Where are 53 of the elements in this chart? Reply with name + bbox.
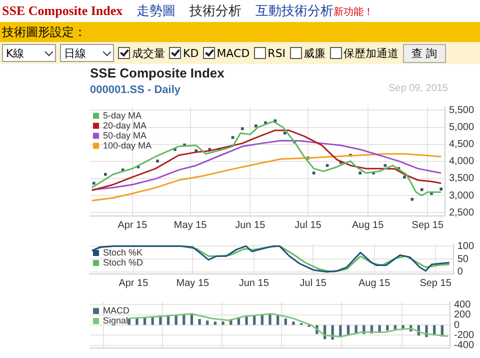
x-tick-label: Apr 15 bbox=[118, 220, 148, 231]
y-tick-label: 0 bbox=[454, 320, 460, 331]
text: KD bbox=[183, 46, 199, 60]
legend-label: Stoch %K bbox=[103, 247, 143, 258]
x-tick-label: May 15 bbox=[176, 278, 210, 289]
x-tick-label: Jul 15 bbox=[294, 220, 322, 231]
chart-title: SSE Composite Index bbox=[90, 65, 226, 80]
x-tick-label: Aug 15 bbox=[352, 220, 384, 231]
y-tick-label: -400 bbox=[454, 340, 474, 352]
text: 威廉 bbox=[304, 46, 326, 60]
text: K線 bbox=[6, 46, 24, 60]
legend-label: MACD bbox=[103, 305, 130, 316]
text: 技術圖形設定： bbox=[0, 22, 480, 42]
text: SSE Composite Index bbox=[2, 3, 123, 19]
y-tick-label: 3,500 bbox=[448, 173, 474, 184]
text: 保歷加通道 bbox=[344, 46, 399, 60]
x-tick-label: Sep 15 bbox=[420, 278, 452, 289]
text: Sep 09, 2015 bbox=[388, 82, 448, 94]
text: 成交量 bbox=[132, 46, 165, 60]
legend-label: Signal bbox=[103, 315, 128, 326]
legend-label: 5-day MA bbox=[103, 110, 142, 120]
legend-label: 50-day MA bbox=[103, 130, 147, 140]
legend-label: 100-day MA bbox=[103, 140, 152, 150]
y-tick-label: 200 bbox=[454, 310, 472, 321]
x-tick-label: Jun 15 bbox=[238, 278, 270, 289]
y-tick-label: 100 bbox=[457, 240, 474, 252]
legend-label: Stoch %D bbox=[103, 257, 144, 268]
text: 新功能！ bbox=[334, 7, 374, 18]
y-tick-label: 2,500 bbox=[448, 207, 474, 218]
x-tick-label: Jun 15 bbox=[235, 220, 266, 231]
chart-subtitle: 000001.SS - Daily bbox=[90, 84, 182, 96]
y-tick-label: 400 bbox=[454, 299, 472, 310]
text: 查 詢 bbox=[402, 44, 446, 62]
legend-label: 20-day MA bbox=[103, 120, 147, 130]
text: 技術分析 bbox=[190, 3, 242, 20]
y-tick-label: 3,000 bbox=[448, 190, 474, 202]
x-tick-label: Aug 15 bbox=[358, 278, 391, 289]
x-tick-label: Apr 15 bbox=[118, 278, 149, 289]
text: 日線 bbox=[64, 46, 86, 60]
y-tick-label: 50 bbox=[457, 254, 469, 265]
text: RSI bbox=[268, 46, 286, 60]
x-tick-label: Sep 15 bbox=[412, 220, 444, 231]
text: 互動技術分析 bbox=[256, 4, 334, 19]
y-tick-label: 4,500 bbox=[448, 139, 474, 150]
y-tick-label: 5,500 bbox=[448, 104, 474, 116]
y-tick-label: 0 bbox=[457, 266, 464, 278]
x-tick-label: Jul 15 bbox=[300, 278, 327, 289]
y-tick-label: -200 bbox=[454, 330, 474, 341]
y-tick-label: 4,000 bbox=[448, 156, 474, 168]
y-tick-label: 5,000 bbox=[448, 122, 474, 134]
text: MACD bbox=[216, 46, 250, 60]
x-tick-label: May 15 bbox=[174, 220, 208, 231]
text: 走勢圖 bbox=[136, 3, 176, 20]
